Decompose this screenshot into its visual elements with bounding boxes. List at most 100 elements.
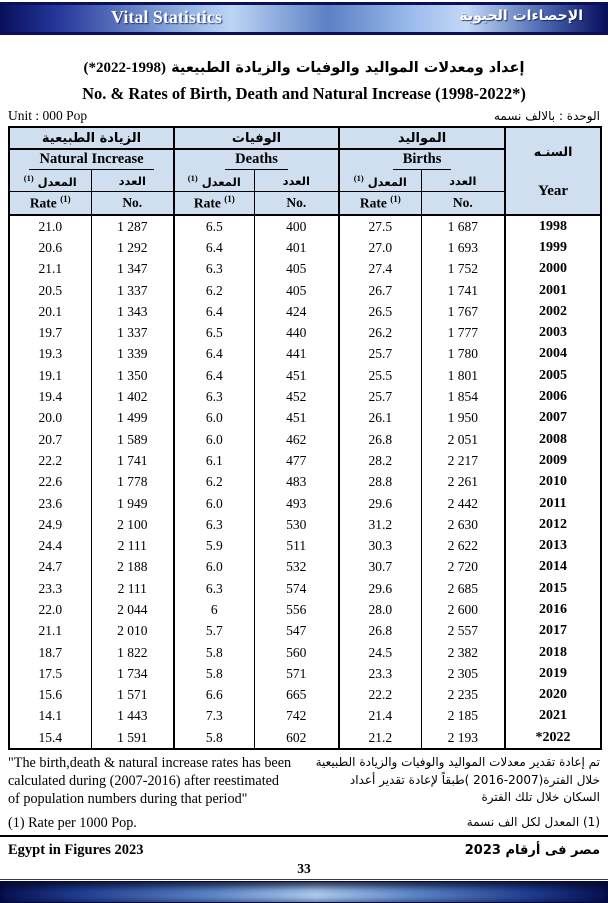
births-no-cell: 2 235	[421, 684, 507, 706]
deaths-no-cell: 401	[254, 237, 341, 259]
ni-no-cell: 1 778	[91, 471, 176, 493]
births-rate-cell: 29.6	[339, 492, 422, 515]
footnote-english: "The birth,death & natural increase rate…	[8, 754, 291, 832]
deaths-no-cell: 742	[254, 705, 341, 728]
births-rate-cell: 27.5	[339, 215, 422, 238]
bottom-banner	[0, 881, 608, 903]
births-rate-cell: 25.7	[339, 343, 422, 366]
year-cell: 2009	[539, 452, 568, 468]
rate-footnote-ar: (1) المعدل لكل الف نسمة	[466, 814, 600, 829]
ni-no-cell: 2 100	[91, 514, 176, 536]
page-number: 33	[297, 861, 311, 877]
rate-label-en: Rate	[193, 195, 221, 211]
births-rate-cell: 23.3	[339, 663, 422, 685]
births-rate-cell: 26.7	[339, 279, 422, 302]
ni-no-header-en: No.	[91, 191, 176, 216]
ni-rate-cell: 20.6	[9, 237, 92, 259]
deaths-no-cell: 483	[254, 471, 341, 493]
year-cell: 1999	[539, 239, 568, 255]
deaths-rate-cell: 6.3	[174, 258, 255, 280]
ni-rate-header-en: Rate (1)	[9, 191, 92, 216]
deaths-rate-cell: 6.0	[174, 492, 255, 515]
deaths-no-cell: 530	[254, 514, 341, 536]
births-no-cell: 1 687	[421, 215, 507, 238]
ni-rate-cell: 15.4	[9, 727, 92, 750]
births-rate-cell: 30.3	[339, 535, 422, 557]
births-rate-cell: 27.4	[339, 258, 422, 280]
header-row-group-arabic: الزيادة الطبيعية الوفيات المواليد السنـه…	[9, 127, 602, 216]
footer: Egypt in Figures 2023 مصر فى أرقام 2023	[0, 837, 608, 860]
ni-no-cell: 1 343	[91, 301, 176, 323]
year-cell: 2014	[539, 559, 568, 575]
births-rate-cell: 21.2	[339, 727, 422, 750]
ni-rate-cell: 17.5	[9, 663, 92, 685]
unit-label-ar: الوحدة : بالالف نسمه	[493, 109, 600, 123]
year-cell: 2013	[539, 538, 568, 554]
births-no-cell: 2 720	[421, 556, 507, 579]
footnote-ar-line: تم إعادة تقدير معدلات المواليد والوفيات …	[315, 755, 600, 770]
deaths-rate-cell: 6	[174, 599, 255, 621]
year-cell: 2017	[539, 623, 568, 639]
page-title-arabic-text: إعداد ومعدلات المواليد والوفيات والزيادة…	[171, 60, 525, 76]
year-cell: 2008	[539, 431, 568, 447]
ni-no-cell: 1 337	[91, 279, 176, 302]
births-rate-cell: 26.8	[339, 428, 422, 451]
table-row: 22.0 2 044 6 556 28.0 2 600 2016	[9, 599, 601, 621]
year-cell: 2012	[539, 516, 568, 532]
footer-title-ar: مصر فى أرقام 2023	[464, 843, 600, 859]
header-row-sub-arabic: المعدل (1) العدد المعدل (1) العدد المعدل…	[9, 170, 601, 192]
year-cell: 2005	[539, 367, 568, 383]
deaths-rate-header-en: Rate (1)	[174, 191, 255, 216]
births-no-cell: 1 752	[421, 258, 507, 280]
births-no-cell: 1 767	[421, 301, 507, 323]
table-row: 19.4 1 402 6.3 452 25.7 1 854 2006	[9, 386, 601, 408]
table-row: 17.5 1 734 5.8 571 23.3 2 305 2019	[9, 663, 601, 685]
deaths-rate-cell: 5.9	[174, 535, 255, 557]
ni-no-cell: 1 571	[91, 684, 176, 706]
year-cell: 2003	[539, 325, 568, 341]
deaths-no-cell: 574	[254, 578, 341, 600]
table-row: 19.7 1 337 6.5 440 26.2 1 777 2003	[9, 322, 601, 344]
deaths-no-cell: 451	[254, 365, 341, 387]
births-no-header-en: No.	[421, 191, 507, 216]
table-row: 15.6 1 571 6.6 665 22.2 2 235 2020	[9, 684, 601, 706]
births-no-cell: 1 854	[421, 386, 507, 408]
group-natural-increase-en: Natural Increase	[9, 149, 176, 170]
table-row: 15.4 1 591 5.8 602 21.2 2 193 *2022	[9, 727, 601, 750]
table-row: 14.1 1 443 7.3 742 21.4 2 185 2021	[9, 705, 601, 728]
footnote-ar-line: خلال الفترة(2007-2016 )طبقاً لإعادة تقدي…	[349, 772, 600, 787]
footnote-marker: (1)	[23, 172, 34, 183]
ni-no-cell: 1 347	[91, 258, 176, 280]
page-title-arabic-range: (*2022-1998)	[83, 60, 167, 76]
ni-no-cell: 1 337	[91, 322, 176, 344]
ni-no-cell: 1 339	[91, 343, 176, 366]
births-rate-cell: 26.5	[339, 301, 422, 323]
deaths-rate-cell: 5.8	[174, 663, 255, 685]
group-natural-increase-en-label: Natural Increase	[29, 151, 154, 170]
births-rate-cell: 26.1	[339, 407, 422, 429]
table-row: 19.3 1 339 6.4 441 25.7 1 780 2004	[9, 343, 601, 366]
births-no-cell: 1 801	[421, 365, 507, 387]
group-births-ar: المواليد	[339, 127, 507, 150]
ni-no-cell: 2 111	[91, 578, 176, 600]
births-no-cell: 2 051	[421, 428, 507, 451]
deaths-no-cell: 451	[254, 407, 341, 429]
births-rate-cell: 31.2	[339, 514, 422, 536]
table-row: 24.7 2 188 6.0 532 30.7 2 720 2014	[9, 556, 601, 579]
group-births-en: Births	[339, 149, 507, 170]
group-births-en-label: Births	[392, 151, 452, 170]
deaths-rate-cell: 5.8	[174, 641, 255, 664]
deaths-no-cell: 452	[254, 386, 341, 408]
year-cell: 2016	[539, 601, 568, 617]
births-no-cell: 1 780	[421, 343, 507, 366]
ni-rate-cell: 22.6	[9, 471, 92, 493]
footnote-ar-line: السكان خلال تلك الفترة	[481, 790, 600, 805]
deaths-no-cell: 511	[254, 535, 341, 557]
table-row: 20.5 1 337 6.2 405 26.7 1 741 2001	[9, 279, 601, 302]
rate-label-en: Rate	[29, 195, 57, 211]
births-rate-cell: 29.6	[339, 578, 422, 600]
deaths-rate-cell: 6.4	[174, 343, 255, 366]
births-rate-header-ar: المعدل (1)	[339, 170, 422, 192]
deaths-no-header-ar: العدد	[254, 170, 341, 192]
ni-no-cell: 1 591	[91, 727, 176, 750]
